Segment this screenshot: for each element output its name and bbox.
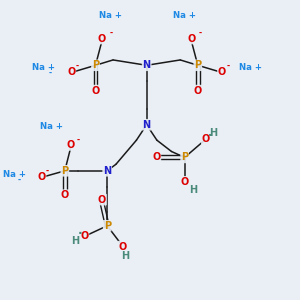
Text: O: O: [67, 140, 75, 150]
Text: N: N: [103, 166, 111, 176]
Text: O: O: [202, 134, 210, 144]
Text: Na +: Na +: [3, 170, 26, 179]
Text: -: -: [76, 136, 80, 145]
Text: O: O: [181, 177, 189, 187]
Text: H: H: [121, 251, 129, 261]
Text: O: O: [37, 172, 46, 182]
Text: P: P: [103, 221, 111, 231]
Text: Na +: Na +: [239, 63, 262, 72]
Text: O: O: [98, 34, 106, 44]
Text: ·: ·: [77, 227, 82, 240]
Text: N: N: [142, 120, 151, 130]
Text: Na +: Na +: [173, 11, 196, 20]
Text: O: O: [118, 242, 127, 252]
Text: H: H: [189, 184, 197, 194]
Text: Na +: Na +: [99, 11, 122, 20]
Text: N: N: [142, 60, 151, 70]
Text: -: -: [48, 69, 52, 78]
Text: P: P: [92, 60, 99, 70]
Text: -: -: [76, 62, 79, 71]
Text: H: H: [72, 236, 80, 246]
Text: P: P: [194, 60, 201, 70]
Text: O: O: [67, 67, 75, 77]
Text: O: O: [92, 85, 100, 96]
Text: O: O: [194, 85, 202, 96]
Text: -: -: [46, 167, 49, 176]
Text: O: O: [61, 190, 69, 200]
Text: -: -: [109, 29, 112, 38]
Text: H: H: [209, 128, 217, 138]
Text: P: P: [181, 152, 188, 162]
Text: -: -: [226, 62, 230, 71]
Text: O: O: [152, 152, 160, 162]
Text: Na +: Na +: [32, 63, 55, 72]
Text: O: O: [98, 195, 106, 205]
Text: -: -: [199, 29, 202, 38]
Text: -: -: [18, 176, 21, 185]
Text: P: P: [61, 166, 68, 176]
Text: O: O: [187, 34, 196, 44]
Text: ·: ·: [208, 131, 212, 141]
Text: Na +: Na +: [40, 122, 63, 131]
Text: O: O: [218, 67, 226, 77]
Text: O: O: [80, 231, 88, 241]
